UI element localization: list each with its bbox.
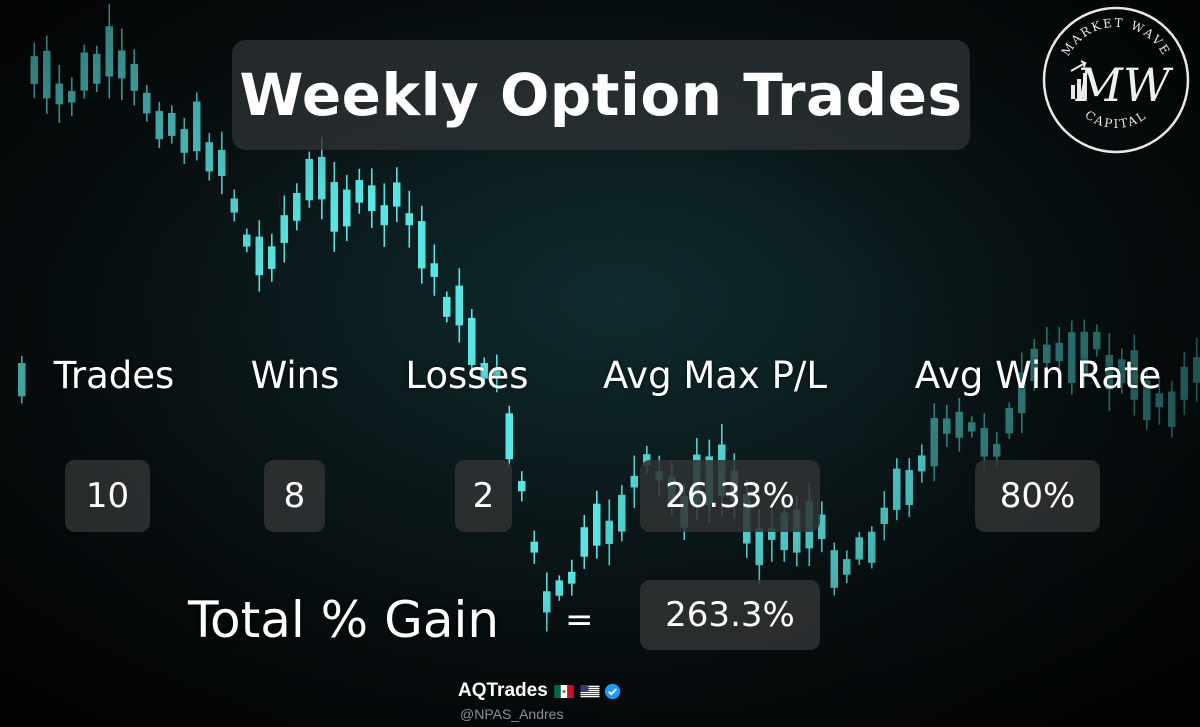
candle <box>293 183 301 231</box>
stat-value-text: 8 <box>283 476 306 516</box>
candle <box>305 151 313 208</box>
candle <box>905 458 913 517</box>
candle <box>93 45 101 92</box>
candle <box>418 205 426 284</box>
candle <box>243 228 251 253</box>
stat-label-trades: Trades <box>53 353 175 397</box>
author-name: AQTrades <box>458 680 548 701</box>
logo-top-text: MARKET WAVE <box>1059 16 1172 59</box>
candle <box>843 550 851 584</box>
candle <box>355 168 363 214</box>
candle <box>255 220 263 292</box>
candle <box>268 233 276 282</box>
stat-value-losses: 2 <box>455 460 512 532</box>
candle <box>155 102 163 149</box>
stat-value-avg-win-rate: 80% <box>975 460 1100 532</box>
candle <box>855 531 863 565</box>
candle <box>1005 402 1013 440</box>
candle <box>918 444 926 483</box>
candle <box>180 117 188 164</box>
stat-value-avg-max-pl: 26.33% <box>640 460 820 532</box>
candle <box>630 455 638 508</box>
candle <box>43 35 51 114</box>
candle <box>193 92 201 161</box>
candle <box>118 28 126 101</box>
usa-flag-icon <box>580 684 600 698</box>
candle <box>230 189 238 222</box>
candle <box>968 416 976 438</box>
equals-sign: = <box>565 600 594 640</box>
candle <box>530 530 538 564</box>
candle <box>143 84 151 122</box>
candle <box>80 44 88 99</box>
svg-text:MARKET WAVE: MARKET WAVE <box>1059 16 1174 59</box>
stat-label-losses: Losses <box>405 353 529 397</box>
candle <box>443 291 451 323</box>
candle <box>543 572 551 632</box>
total-gain-label: Total % Gain <box>188 591 500 649</box>
logo-monogram: MW <box>1075 58 1174 112</box>
candle <box>393 167 401 222</box>
stat-label-wins: Wins <box>250 353 340 397</box>
total-gain-value-text: 263.3% <box>665 595 795 635</box>
candle <box>518 471 526 502</box>
candle <box>168 105 176 144</box>
total-gain-value: 263.3% <box>640 580 820 650</box>
logo-bars-icon <box>1071 73 1087 99</box>
candle <box>880 491 888 541</box>
candle <box>593 490 601 559</box>
candle <box>618 485 626 542</box>
candle <box>343 174 351 242</box>
candle <box>218 131 226 195</box>
candle <box>330 162 338 252</box>
candle <box>580 515 588 569</box>
stat-label-avg-max-pl: Avg Max P/L <box>603 353 827 397</box>
stat-label-avg-win-rate: Avg Win Rate <box>914 353 1162 397</box>
title-banner: Weekly Option Trades <box>232 40 970 150</box>
stat-value-trades: 10 <box>65 460 150 532</box>
candle <box>30 42 38 99</box>
candle <box>930 403 938 482</box>
candle <box>55 64 63 123</box>
candle <box>955 397 963 452</box>
page-title: Weekly Option Trades <box>239 61 963 129</box>
candle <box>943 404 951 448</box>
candle <box>18 356 26 404</box>
candle <box>455 268 463 343</box>
stat-value-wins: 8 <box>264 460 325 532</box>
candle <box>368 168 376 229</box>
candle <box>205 133 213 181</box>
candle <box>605 499 613 566</box>
candle <box>430 244 438 296</box>
stat-value-text: 26.33% <box>665 476 795 516</box>
candle <box>1193 337 1200 403</box>
candle <box>505 405 513 467</box>
stat-value-text: 80% <box>999 476 1076 516</box>
candle <box>555 575 563 601</box>
author-name-row: AQTrades <box>458 680 621 702</box>
mexico-flag-icon <box>554 684 574 698</box>
candle <box>105 4 113 99</box>
verified-badge-icon <box>604 683 620 699</box>
candle <box>68 77 76 117</box>
candle <box>130 49 138 106</box>
candle <box>380 183 388 247</box>
candle <box>868 526 876 569</box>
author-handle: @NPAS_Andres <box>460 706 564 722</box>
candle <box>405 190 413 248</box>
candle <box>568 559 576 596</box>
candle <box>893 458 901 521</box>
stat-value-text: 10 <box>85 476 130 516</box>
candle <box>280 195 288 263</box>
market-wave-logo: MARKET WAVE CAPITAL MW <box>1042 6 1190 154</box>
candle <box>830 542 838 596</box>
stat-value-text: 2 <box>472 476 495 516</box>
